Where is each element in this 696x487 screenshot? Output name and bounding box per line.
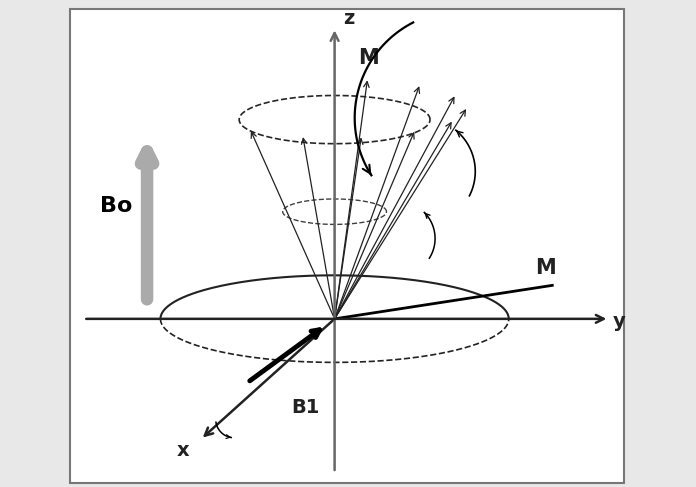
Text: Bo: Bo <box>100 196 132 216</box>
Text: M: M <box>535 258 556 278</box>
Text: M: M <box>358 48 379 68</box>
FancyBboxPatch shape <box>70 9 624 483</box>
Text: x: x <box>177 441 190 460</box>
Text: B1: B1 <box>291 397 319 416</box>
Text: y: y <box>612 312 625 331</box>
Text: z: z <box>343 9 354 28</box>
